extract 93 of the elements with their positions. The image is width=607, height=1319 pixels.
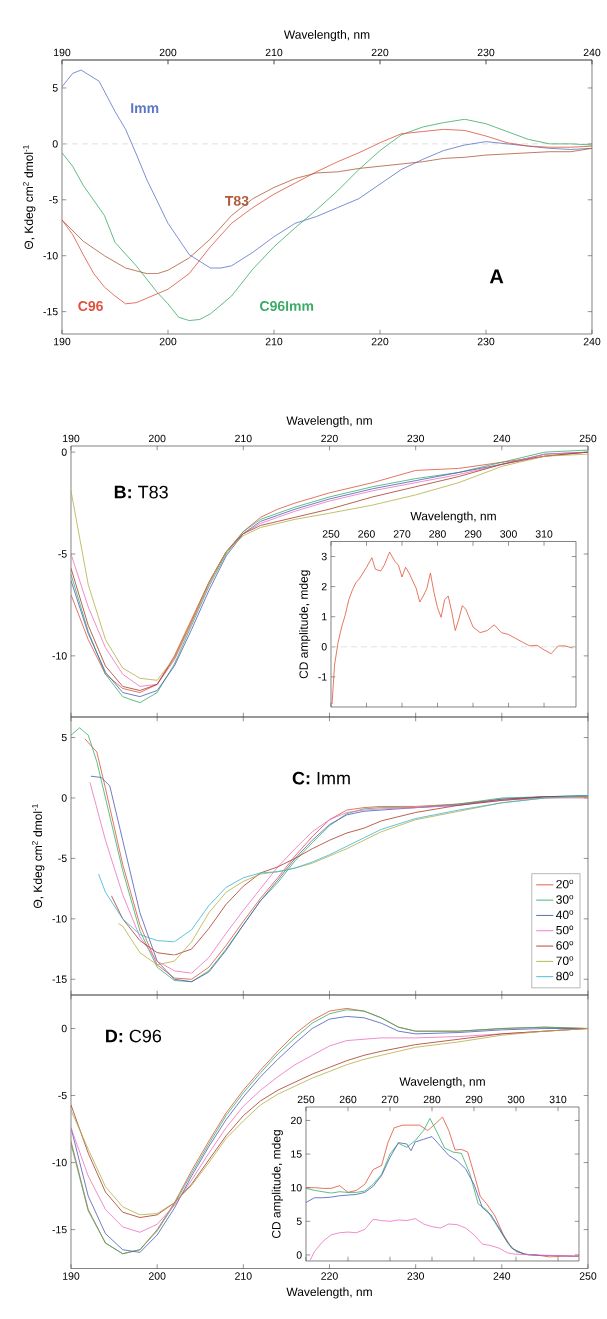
x-tick-label: 290	[464, 530, 482, 538]
x-tick-label: 220	[371, 48, 389, 57]
x2-tick-label: 190	[54, 337, 71, 346]
x-tick-label: 250	[579, 434, 597, 443]
x-tick-label: 260	[339, 1095, 357, 1104]
x-axis-title: Wavelength, nm	[286, 1287, 372, 1299]
x-tick-label: 270	[381, 1095, 399, 1104]
y-tick-label: 0	[61, 1024, 67, 1033]
x-tick-label: 210	[265, 48, 283, 57]
y-tick-label: 10	[291, 1183, 302, 1192]
legend-label: 70$^{o}$	[556, 956, 574, 965]
x-tick-label: 210	[235, 1272, 252, 1280]
x-tick-label: 260	[358, 530, 375, 538]
series-label: T83	[224, 195, 249, 206]
y-tick-label: 15	[291, 1150, 302, 1158]
line-series	[309, 1218, 579, 1261]
y-tick-label: -10	[52, 1158, 67, 1167]
x-tick-label: 240	[583, 48, 601, 57]
y-tick-label: 0	[52, 140, 58, 148]
legend-label: 50$^{o}$	[556, 925, 574, 935]
x2-tick-label: 230	[477, 337, 495, 346]
y-tick-label: 3	[321, 552, 327, 561]
x-tick-label: 250	[579, 1272, 597, 1280]
y-tick-label: -5	[58, 1091, 67, 1100]
y-axis-title: CD amplitude, mdeg	[299, 570, 311, 679]
x2-tick-label: 220	[371, 337, 389, 346]
y-axis-title: Θ, Kdeg cm$^{2}$ dmol$^{-1}$	[32, 804, 45, 909]
y-tick-label: 5	[61, 733, 67, 742]
series-label: C96	[78, 301, 103, 311]
y-tick-label: 5	[296, 1217, 302, 1225]
y-tick-label: 2	[321, 582, 327, 591]
legend-label: 30$^{o}$	[556, 894, 574, 904]
x-tick-label: 230	[407, 434, 424, 443]
y-tick-label: -10	[43, 252, 58, 260]
annotation: A	[489, 269, 504, 284]
y-tick-label: -15	[52, 1225, 67, 1234]
line-series	[331, 551, 573, 705]
x-tick-label: 310	[535, 530, 553, 538]
y-tick-label: 1	[322, 613, 327, 621]
legend-label: 60$^{o}$	[556, 940, 574, 950]
y-tick-label: -15	[43, 307, 58, 316]
y-tick-label: -5	[58, 854, 67, 863]
y-tick-label: 20	[290, 1116, 302, 1125]
y-tick-label: 0	[321, 643, 327, 651]
x-tick-label: 270	[393, 530, 411, 538]
y-tick-label: -10	[52, 915, 67, 923]
x-tick-label: 200	[159, 48, 177, 57]
x-tick-label: 220	[321, 1272, 338, 1280]
x-tick-label: 240	[493, 1272, 511, 1280]
x-tick-label: 290	[465, 1095, 483, 1104]
legend-label: 80$^{o}$	[556, 971, 574, 981]
x2-tick-label: 210	[265, 337, 283, 346]
annotation: C: Imm	[292, 771, 350, 785]
x2-tick-label: 200	[159, 337, 177, 346]
x-tick-label: 200	[148, 1272, 166, 1280]
x-tick-label: 240	[493, 434, 511, 443]
y-tick-label: -5	[49, 196, 58, 204]
x-tick-label: 300	[500, 530, 517, 538]
y-tick-label: 0	[61, 448, 67, 456]
x-tick-label: 280	[423, 1095, 441, 1104]
y-axis-title: CD amplitude, mdeg	[271, 1130, 283, 1239]
annotation: D: C96	[106, 1029, 162, 1043]
y-tick-label: -1	[318, 673, 327, 681]
x-tick-label: 230	[407, 1272, 424, 1280]
y-tick-label: -15	[52, 975, 67, 983]
x-tick-label: 200	[148, 434, 166, 443]
y-tick-label: 0	[296, 1251, 302, 1259]
y-axis-title: Θ, Kdeg cm$^{2}$ dmol$^{-1}$	[23, 145, 36, 250]
x-tick-label: 310	[549, 1095, 567, 1104]
x-axis-title: Wavelength, nm	[399, 1076, 485, 1089]
x-tick-label: 300	[507, 1095, 525, 1104]
y-tick-label: 5	[52, 84, 58, 92]
x2-axis-title: Wavelength, nm	[283, 29, 370, 42]
x-tick-label: 210	[235, 434, 252, 443]
x2-tick-label: 240	[583, 337, 601, 346]
y-tick-label: 0	[61, 794, 67, 802]
x-tick-label: 190	[63, 434, 80, 443]
x-tick-label: 230	[477, 48, 495, 57]
annotation: B: T83	[114, 485, 168, 499]
x-tick-label: 190	[54, 48, 71, 57]
y-tick-label: -10	[52, 652, 67, 660]
x-tick-label: 280	[429, 530, 446, 538]
x-axis-title: Wavelength, nm	[286, 415, 372, 428]
x-axis-title: Wavelength, nm	[410, 511, 496, 523]
y-tick-label: -5	[58, 550, 67, 558]
x-tick-label: 250	[297, 1095, 315, 1104]
x-tick-label: 250	[322, 530, 340, 538]
legend-label: 20$^{o}$	[556, 879, 574, 889]
series-label: Imm	[131, 103, 159, 113]
series-label: C96Imm	[260, 301, 314, 311]
x-tick-label: 220	[321, 434, 338, 443]
legend-label: 40$^{o}$	[556, 910, 574, 920]
x-tick-label: 190	[63, 1272, 80, 1280]
